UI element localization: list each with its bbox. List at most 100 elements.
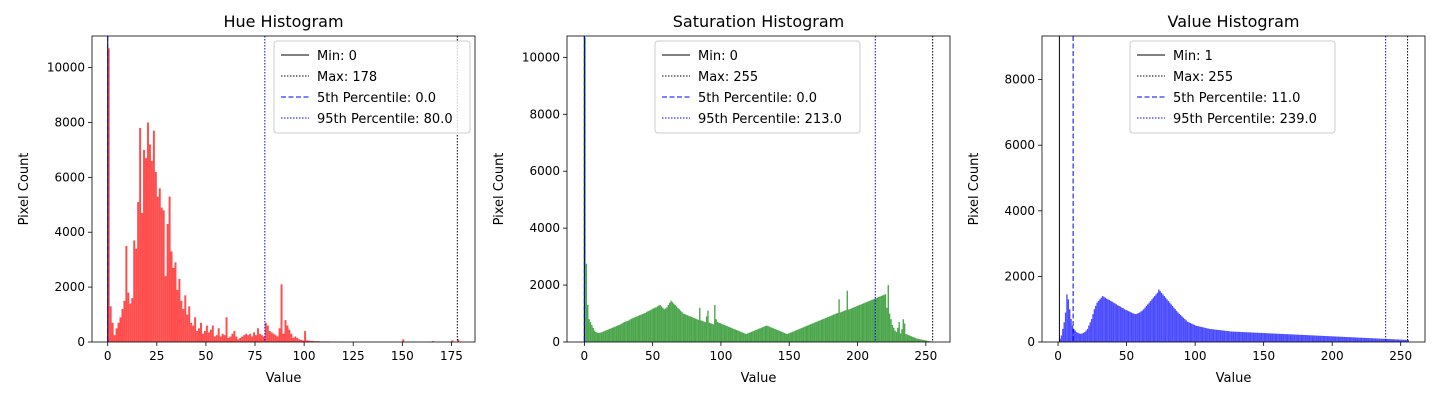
histogram-bar bbox=[898, 322, 900, 342]
histogram-bar bbox=[1063, 322, 1065, 342]
x-tick-label: 100 bbox=[1184, 349, 1207, 363]
y-tick-label: 6000 bbox=[1004, 138, 1035, 152]
histogram-bar bbox=[1127, 311, 1130, 342]
histogram-bar bbox=[894, 330, 896, 342]
histogram-bar bbox=[730, 327, 732, 342]
histogram-bar bbox=[239, 337, 242, 342]
histogram-bar bbox=[1254, 332, 1256, 342]
histogram-bar bbox=[841, 311, 843, 342]
histogram-bar bbox=[1299, 334, 1301, 342]
histogram-bar bbox=[111, 322, 114, 342]
histogram-bar bbox=[1382, 338, 1385, 342]
histogram-bar bbox=[1378, 338, 1381, 342]
histogram-bar bbox=[1392, 339, 1394, 342]
histogram-bar bbox=[1223, 330, 1226, 342]
histogram-bar bbox=[1256, 332, 1259, 342]
histogram-bar bbox=[786, 334, 788, 342]
histogram-bar bbox=[606, 330, 608, 342]
histogram-bar bbox=[1207, 328, 1209, 342]
histogram-bar bbox=[278, 328, 281, 342]
histogram-bar bbox=[1291, 334, 1293, 342]
x-tick-label: 50 bbox=[645, 349, 660, 363]
histogram-bar bbox=[782, 332, 784, 342]
histogram-bar bbox=[260, 335, 263, 342]
histogram-bar bbox=[893, 327, 895, 342]
histogram-bar bbox=[306, 340, 309, 342]
histogram-bar bbox=[690, 316, 693, 342]
histogram-bar bbox=[909, 335, 911, 342]
histogram-bar bbox=[589, 322, 592, 342]
histogram-bar bbox=[317, 341, 320, 342]
histogram-bar bbox=[1136, 313, 1138, 342]
histogram-bar bbox=[294, 336, 297, 342]
histogram-bar bbox=[847, 309, 850, 342]
histogram-bar bbox=[891, 324, 894, 342]
y-tick-label: 10000 bbox=[522, 50, 560, 64]
histogram-bar bbox=[1388, 339, 1390, 342]
histogram-bar bbox=[255, 335, 257, 342]
axes-frame bbox=[566, 35, 951, 343]
histogram-bar bbox=[1240, 331, 1242, 342]
histogram-bar bbox=[1270, 333, 1272, 342]
histogram-bar bbox=[1122, 308, 1124, 342]
histogram-bar bbox=[1303, 334, 1305, 342]
histogram-bar bbox=[897, 327, 899, 342]
histogram-bar bbox=[1175, 310, 1178, 342]
histogram-bar bbox=[632, 318, 634, 342]
histogram-bar bbox=[908, 335, 910, 342]
legend-box bbox=[1129, 40, 1336, 134]
histogram-bar bbox=[796, 330, 798, 342]
histogram-bar bbox=[1274, 333, 1276, 342]
histogram-bar bbox=[630, 318, 633, 342]
histogram-bar bbox=[610, 328, 612, 342]
histogram-bar bbox=[760, 327, 762, 342]
histogram-bar bbox=[190, 322, 193, 342]
histogram-bar bbox=[1082, 332, 1085, 342]
histogram-bar bbox=[200, 322, 202, 342]
histogram-bar bbox=[290, 333, 293, 342]
legend: Min: 1 Max: 255 5th Percentile: 11.0 95th P… bbox=[1129, 40, 1336, 134]
histogram-bar bbox=[1403, 339, 1405, 342]
histogram-bar bbox=[1125, 309, 1127, 342]
histogram-bar bbox=[1222, 330, 1224, 342]
histogram-bar bbox=[750, 331, 753, 342]
histogram-bar bbox=[1158, 289, 1160, 342]
histogram-bar bbox=[879, 296, 881, 342]
histogram-bar bbox=[1147, 304, 1149, 342]
histogram-bar bbox=[779, 331, 782, 342]
histogram-bar bbox=[1212, 329, 1215, 342]
histogram-bar bbox=[1259, 332, 1261, 342]
histogram-bar bbox=[663, 309, 665, 342]
histogram-bar bbox=[1226, 331, 1229, 342]
y-tick-label: 10000 bbox=[47, 61, 85, 75]
histogram-bar bbox=[1362, 337, 1364, 342]
histogram-bar bbox=[203, 331, 206, 342]
histogram-bar bbox=[1367, 338, 1370, 342]
histogram-bar bbox=[662, 307, 664, 342]
histogram-bar bbox=[160, 207, 163, 342]
histogram-bar bbox=[1201, 327, 1204, 342]
histogram-bar bbox=[1092, 314, 1094, 342]
histogram-bar bbox=[1159, 291, 1161, 342]
x-tick-label: 50 bbox=[198, 349, 213, 363]
histogram-bar bbox=[853, 307, 855, 342]
histogram-bar bbox=[622, 322, 624, 342]
histogram-bar bbox=[1093, 309, 1096, 342]
histogram-bar bbox=[1245, 332, 1248, 342]
histogram-bar bbox=[595, 332, 597, 342]
histogram-bar bbox=[1077, 332, 1079, 342]
histogram-bar bbox=[170, 251, 173, 342]
x-tick-label: 125 bbox=[342, 349, 365, 363]
histogram-bar bbox=[1275, 333, 1278, 342]
histogram-bar bbox=[1345, 337, 1348, 342]
histogram-bar bbox=[928, 341, 930, 342]
histogram-bar bbox=[652, 308, 655, 342]
histogram-bar bbox=[315, 341, 318, 342]
histogram-bar bbox=[681, 312, 683, 342]
histogram-bar bbox=[196, 331, 199, 342]
histogram-bar bbox=[1374, 338, 1377, 342]
histogram-bar bbox=[1145, 305, 1148, 342]
y-tick-label: 6000 bbox=[529, 164, 560, 178]
histogram-bar bbox=[890, 319, 892, 342]
histogram-bar bbox=[677, 307, 679, 342]
